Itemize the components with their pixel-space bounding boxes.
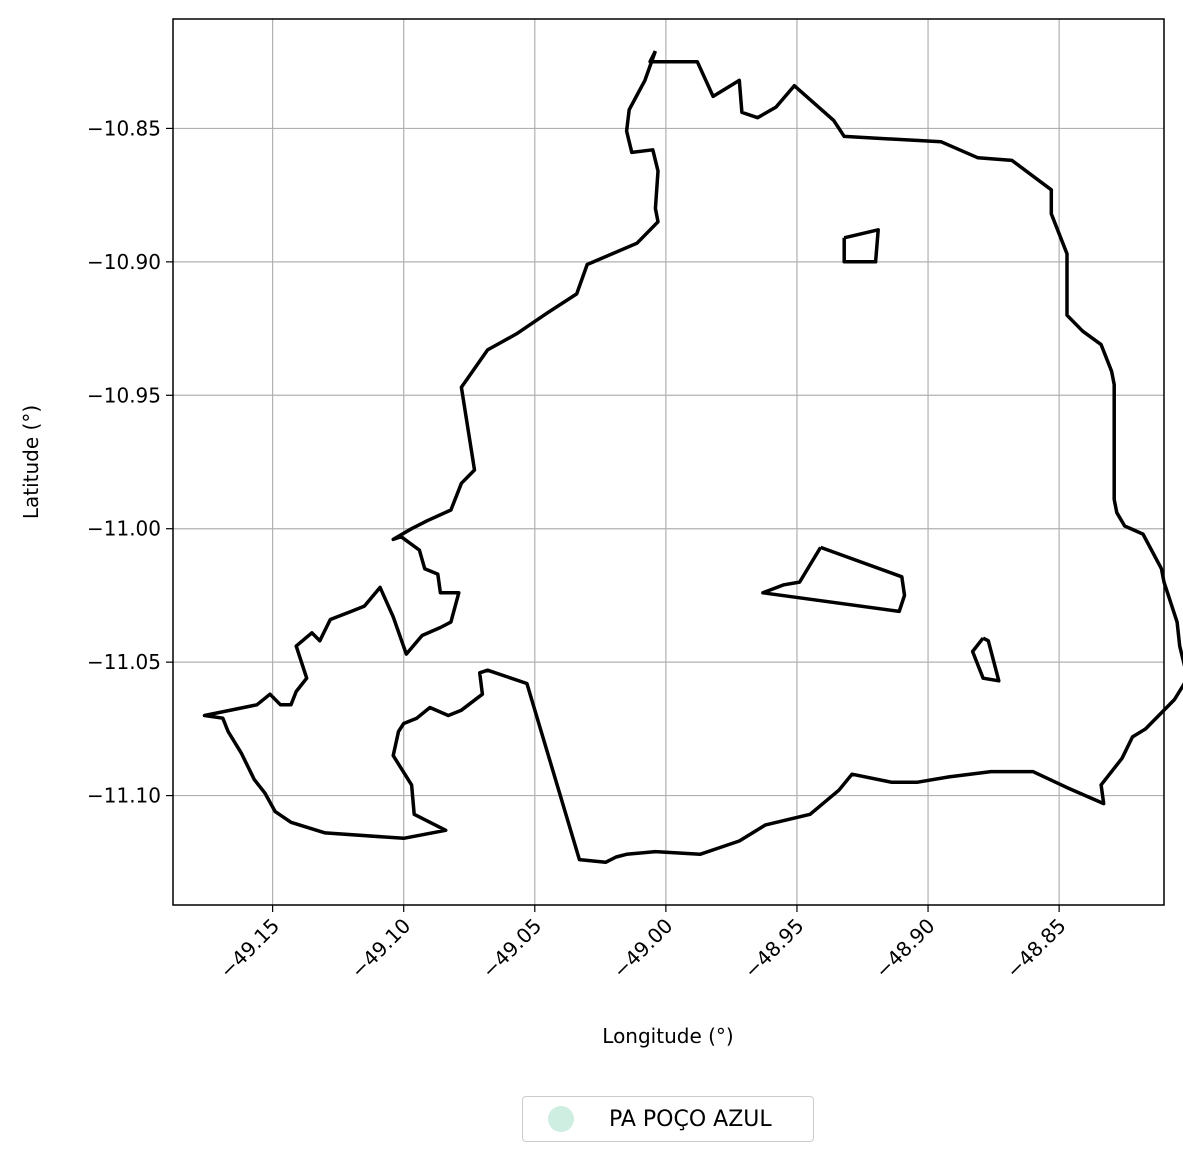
y-axis-label: Latitude (°) [19, 405, 43, 519]
legend-marker-poco-azul [548, 1106, 574, 1132]
y-tick-label: −10.90 [87, 250, 161, 274]
legend: PA POÇO AZUL [522, 1096, 814, 1142]
boundary-inner-ring-north [842, 228, 880, 264]
boundary-outer-boundary [202, 50, 1183, 865]
x-axis-label: Longitude (°) [602, 1024, 733, 1048]
y-tick-label: −10.95 [87, 383, 161, 407]
y-tick-label: −11.00 [87, 517, 161, 541]
gridlines [173, 19, 1164, 905]
y-tick-label: −11.05 [87, 650, 161, 674]
plot-frame [172, 18, 1165, 906]
y-tick-label: −11.10 [87, 784, 161, 808]
y-axis-ticks: −10.85 −10.90 −10.95 −11.00 −11.05 −11.10 [87, 116, 173, 808]
boundary-inner-ring-middle [761, 545, 907, 614]
boundary-outlines [202, 50, 1183, 865]
boundary-inner-ring-southeast [970, 636, 1001, 683]
y-tick-label: −10.85 [87, 116, 161, 140]
legend-label-poco-azul: PA POÇO AZUL [609, 1106, 772, 1132]
